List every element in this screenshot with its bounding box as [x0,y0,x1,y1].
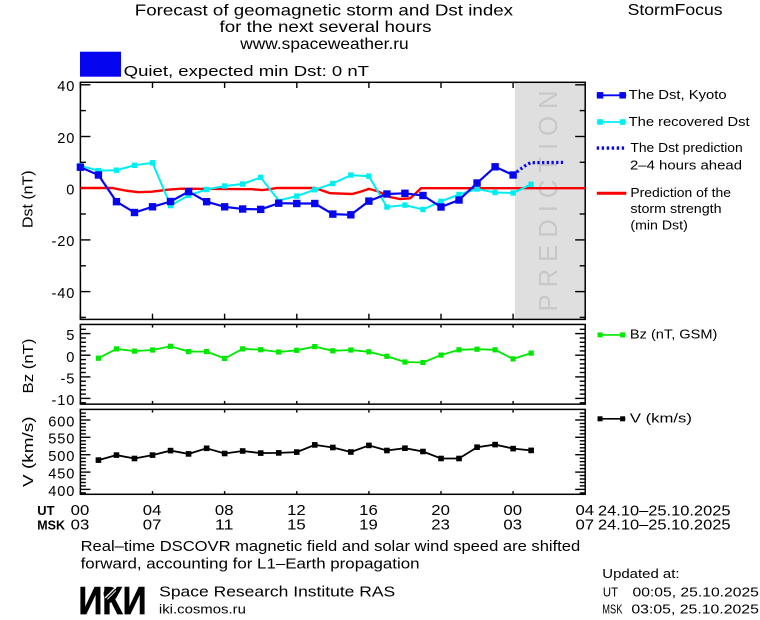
svg-text:400: 400 [48,484,75,500]
svg-text:23: 23 [431,518,450,534]
svg-text:07: 07 [143,518,162,534]
svg-text:forward, accounting for L1–Ear: forward, accounting for L1–Earth propaga… [81,556,420,573]
svg-text:04: 04 [143,503,162,519]
svg-text:Dst (nT): Dst (nT) [21,170,37,228]
svg-text:PREDICTION: PREDICTION [533,84,563,312]
svg-text:V (km/s): V (km/s) [630,411,692,426]
svg-text:08: 08 [215,503,234,519]
svg-text:11: 11 [215,518,234,534]
svg-text:UT: UT [37,503,54,518]
svg-text:0: 0 [66,350,75,366]
svg-text:Real–time DSCOVR magnetic fiel: Real–time DSCOVR magnetic field and sola… [81,538,581,555]
svg-text:00: 00 [503,503,522,519]
svg-text:04: 04 [576,503,595,519]
svg-text:iki.cosmos.ru: iki.cosmos.ru [159,602,246,617]
svg-text:40: 40 [57,79,75,95]
svg-text:Forecast of geomagnetic storm: Forecast of geomagnetic storm and Dst in… [135,3,514,20]
svg-text:Prediction of the: Prediction of the [630,185,731,200]
svg-text:The Dst prediction: The Dst prediction [630,140,742,155]
svg-text:20: 20 [57,131,75,147]
svg-text:Quiet, expected min Dst: 0 nT: Quiet, expected min Dst: 0 nT [124,63,369,80]
svg-text:storm strength: storm strength [630,201,721,216]
svg-text:(min Dst): (min Dst) [630,218,687,233]
svg-text:450: 450 [48,466,75,482]
svg-text:0: 0 [66,183,75,199]
svg-text:5: 5 [66,328,75,344]
svg-text:2–4 hours ahead: 2–4 hours ahead [630,158,742,173]
svg-text:-5: -5 [61,371,76,387]
svg-text:550: 550 [48,432,75,448]
svg-text:Bz (nT, GSM): Bz (nT, GSM) [630,327,718,342]
svg-text:03: 03 [71,518,90,534]
svg-text:15: 15 [287,518,306,534]
svg-text:The Dst, Kyoto: The Dst, Kyoto [629,87,727,102]
svg-text:for the next several hours: for the next several hours [220,19,432,36]
svg-text:MSK: MSK [37,517,65,532]
svg-text:600: 600 [48,414,75,430]
svg-text:16: 16 [359,503,378,519]
svg-text:24.10–25.10.2025: 24.10–25.10.2025 [598,503,731,519]
svg-text:07: 07 [576,518,595,534]
svg-text:UT: UT [603,585,618,600]
svg-text:00:05, 25.10.2025: 00:05, 25.10.2025 [633,585,759,600]
svg-text:Bz (nT): Bz (nT) [21,339,37,394]
svg-text:V (km/s): V (km/s) [21,416,37,487]
svg-text:24.10–25.10.2025: 24.10–25.10.2025 [598,518,731,534]
svg-text:-10: -10 [52,393,76,409]
svg-text:00: 00 [71,503,90,519]
svg-text:MSK: MSK [602,601,622,616]
svg-text:20: 20 [431,503,450,519]
svg-text:03: 03 [503,518,522,534]
svg-text:-20: -20 [52,234,76,250]
svg-text:03:05, 25.10.2025: 03:05, 25.10.2025 [631,601,759,616]
svg-text:ИКИ: ИКИ [79,580,147,620]
svg-text:StormFocus: StormFocus [628,2,723,19]
svg-text:www.spaceweather.ru: www.spaceweather.ru [239,36,409,53]
svg-text:Updated at:: Updated at: [602,566,679,581]
svg-text:500: 500 [48,449,75,465]
svg-text:The recovered Dst: The recovered Dst [629,114,750,129]
svg-text:-40: -40 [52,286,76,302]
svg-text:19: 19 [359,518,378,534]
svg-text:12: 12 [287,503,306,519]
svg-text:Space Research Institute RAS: Space Research Institute RAS [159,584,395,601]
